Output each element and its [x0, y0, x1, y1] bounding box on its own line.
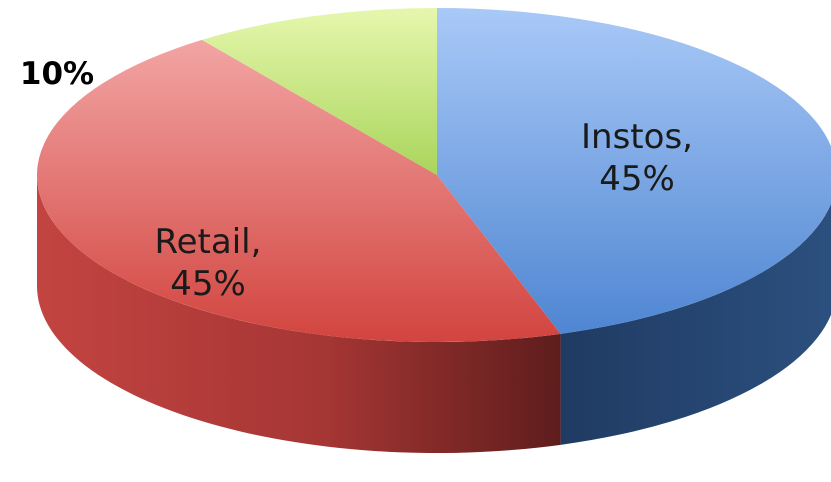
pie-slice-other	[201, 8, 437, 175]
pie-slice-instos	[437, 8, 831, 334]
data-label-instos: Instos, 45%	[581, 117, 693, 199]
pie-sides	[37, 175, 831, 453]
data-label-retail: Retail, 45%	[155, 222, 262, 304]
pie-tops	[36, 8, 831, 343]
pie-slice-side-retail-0	[37, 175, 561, 453]
data-label-other: 10%	[20, 56, 94, 92]
pie-slice-side-instos-0	[560, 203, 831, 445]
pie-slice-retail	[36, 39, 561, 343]
pie-labels: Instos, 45% Retail, 45% 10%	[20, 56, 693, 304]
